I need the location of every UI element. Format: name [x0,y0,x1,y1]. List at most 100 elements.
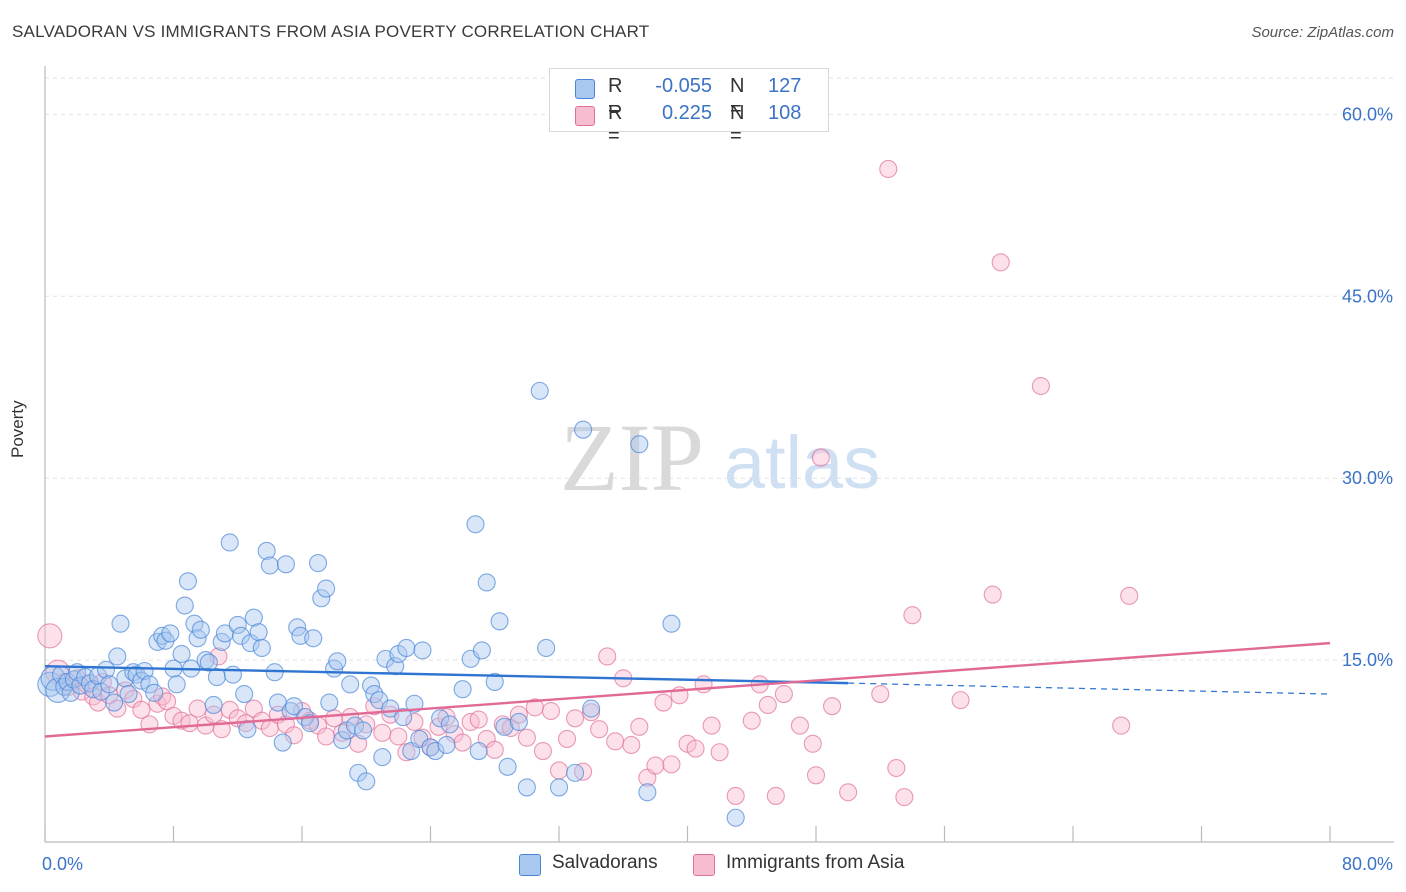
trend-lines [44,641,1331,738]
legend-r-value: -0.055 [655,75,712,97]
data-point [582,699,601,718]
trend-line-immigrants-from-asia [44,641,1331,738]
legend-swatch-salvadorans [575,79,595,99]
series-salvadorans [37,381,745,827]
data-point [541,701,561,721]
trend-line-salvadorans [44,664,849,685]
x-tick-label: 80.0% [1342,854,1393,874]
y-tick-label: 60.0% [1342,104,1393,124]
data-point [223,665,242,684]
data-point [537,638,556,658]
data-point [145,683,164,702]
data-point [498,757,517,776]
data-point [517,778,536,797]
data-point [312,589,331,608]
data-point [175,596,194,615]
data-point [96,660,116,679]
data-point [191,620,210,639]
data-point [630,717,649,736]
source-label: Source: ZipAtlas.com [1251,24,1394,41]
data-point [437,735,456,755]
data-point [622,735,641,755]
data-point [557,729,577,748]
data-point [1031,376,1050,396]
data-point [823,697,842,716]
data-point [100,675,119,694]
legend-swatch-immigrants-from-asia [575,106,595,126]
data-point [273,733,292,752]
data-point [426,741,445,761]
data-point [108,647,127,666]
data-point [485,672,504,691]
data-point [220,533,239,552]
data-point [397,638,416,658]
data-point [61,683,80,702]
data-point [276,555,295,574]
data-point [328,652,347,671]
data-point [803,734,822,753]
data-point [231,626,251,645]
data-point [453,680,472,699]
data-point [590,720,609,739]
data-point [215,624,234,643]
data-point [309,554,328,573]
data-point [630,435,649,454]
data-point [37,623,63,649]
data-point [742,711,761,730]
data-point [566,763,585,782]
data-point [871,685,890,704]
data-point [140,675,159,694]
data-point [490,612,509,631]
correlation-legend: R = -0.055 N = 127 R = 0.225 N = 108 [549,68,829,147]
data-point [204,695,223,715]
data-point [207,668,226,687]
data-point [662,614,681,633]
legend-r-label: R = [608,75,623,120]
legend-r-label: R = [608,102,623,147]
data-point [333,731,352,750]
data-point [453,733,472,752]
data-point [249,623,268,642]
data-point [244,608,263,627]
x-tick-label: 0.0% [42,854,83,874]
data-point [530,381,549,400]
data-point [485,740,504,759]
data-point [646,756,665,775]
data-point [320,693,339,712]
legend-n-value: 108 [768,102,802,124]
data-point [887,758,906,778]
data-point [284,726,304,745]
data-point [839,783,858,802]
data-point [1112,716,1131,735]
data-point [469,741,488,761]
data-point [373,723,392,742]
data-point [341,675,360,694]
data-point [365,685,384,704]
series-legend: Salvadorans Immigrants from Asia [0,852,1406,878]
data-point [951,691,970,710]
data-point [517,728,536,747]
data-point [509,705,528,724]
data-point [686,739,705,758]
data-point [726,786,745,805]
data-point [694,675,713,694]
watermark: ZIP atlas [560,404,880,511]
data-point [790,716,809,735]
data-point [353,721,373,740]
data-point [533,741,552,761]
data-point [357,772,376,791]
data-point [284,697,304,716]
data-point [440,715,459,734]
data-point [172,644,191,664]
data-point [662,755,681,774]
data-point [317,727,336,746]
data-point [702,716,721,735]
data-point [105,693,124,712]
data-point [135,661,154,681]
data-point [132,700,151,719]
data-point [188,699,207,718]
legend-label-salvadorans: Salvadorans [552,852,658,873]
data-point [495,717,514,736]
data-point [413,641,432,660]
